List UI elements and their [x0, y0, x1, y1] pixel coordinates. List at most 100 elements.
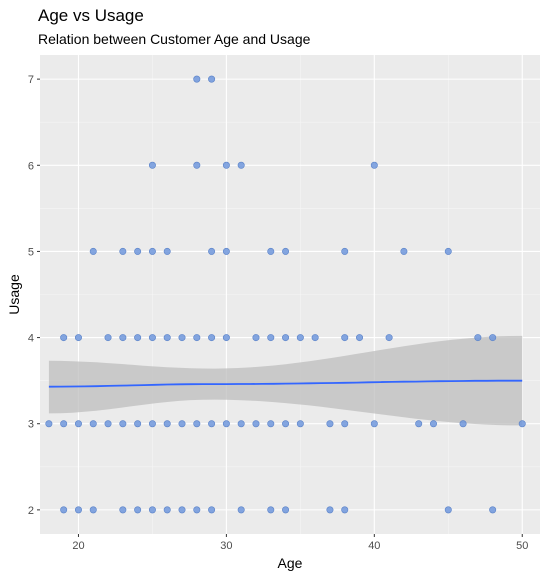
- data-point: [60, 420, 68, 428]
- y-tick-label: 3: [28, 419, 34, 431]
- data-point: [148, 506, 156, 514]
- data-point: [252, 420, 260, 428]
- data-point: [89, 247, 97, 255]
- data-point: [474, 334, 482, 342]
- data-point: [444, 247, 452, 255]
- data-point: [104, 420, 112, 428]
- data-point: [208, 75, 216, 83]
- data-point: [148, 247, 156, 255]
- data-point: [237, 506, 245, 514]
- data-point: [74, 420, 82, 428]
- data-point: [429, 420, 437, 428]
- data-point: [74, 506, 82, 514]
- chart-subtitle: Relation between Customer Age and Usage: [38, 31, 311, 47]
- data-point: [89, 420, 97, 428]
- data-point: [222, 247, 230, 255]
- data-point: [119, 506, 127, 514]
- data-point: [134, 247, 142, 255]
- data-point: [252, 334, 260, 342]
- x-tick-label: 30: [220, 540, 232, 552]
- data-point: [148, 161, 156, 169]
- x-tick-label: 50: [516, 540, 528, 552]
- trend-line: [48, 379, 523, 388]
- data-point: [74, 334, 82, 342]
- data-point: [193, 75, 201, 83]
- x-axis-label: Age: [278, 555, 303, 571]
- data-point: [341, 420, 349, 428]
- data-point: [178, 506, 186, 514]
- x-tick-label: 40: [368, 540, 380, 552]
- data-point: [385, 334, 393, 342]
- data-point: [296, 334, 304, 342]
- data-point: [341, 506, 349, 514]
- data-point: [178, 420, 186, 428]
- data-point: [400, 247, 408, 255]
- data-point: [163, 420, 171, 428]
- data-point: [148, 420, 156, 428]
- data-points: [45, 75, 526, 514]
- data-point: [104, 334, 112, 342]
- data-point: [45, 420, 53, 428]
- data-point: [193, 420, 201, 428]
- y-axis-label: Usage: [6, 274, 22, 315]
- data-point: [282, 506, 290, 514]
- data-point: [326, 506, 334, 514]
- data-point: [193, 334, 201, 342]
- data-point: [163, 506, 171, 514]
- data-point: [370, 420, 378, 428]
- x-tick-label: 20: [72, 540, 84, 552]
- y-tick-label: 6: [28, 160, 34, 172]
- data-point: [148, 334, 156, 342]
- data-point: [208, 420, 216, 428]
- data-point: [222, 420, 230, 428]
- data-point: [267, 247, 275, 255]
- data-point: [134, 506, 142, 514]
- confidence-band: [48, 335, 523, 426]
- data-point: [341, 334, 349, 342]
- y-tick-label: 4: [28, 333, 34, 345]
- data-point: [282, 334, 290, 342]
- data-point: [341, 247, 349, 255]
- data-point: [296, 420, 304, 428]
- data-point: [459, 420, 467, 428]
- data-point: [134, 334, 142, 342]
- data-point: [237, 420, 245, 428]
- data-point: [208, 334, 216, 342]
- data-point: [119, 420, 127, 428]
- data-point: [119, 247, 127, 255]
- data-point: [356, 334, 364, 342]
- y-tick-label: 5: [28, 246, 34, 258]
- data-point: [311, 334, 319, 342]
- data-point: [119, 334, 127, 342]
- y-axis: 2 3 4 5 6 7: [28, 74, 40, 517]
- data-point: [89, 506, 97, 514]
- data-point: [237, 161, 245, 169]
- data-point: [134, 420, 142, 428]
- data-point: [208, 506, 216, 514]
- data-point: [282, 420, 290, 428]
- data-point: [282, 247, 290, 255]
- data-point: [267, 334, 275, 342]
- x-axis: 20 30 40 50: [72, 534, 528, 552]
- data-point: [178, 334, 186, 342]
- data-point: [222, 334, 230, 342]
- data-point: [370, 161, 378, 169]
- data-point: [208, 247, 216, 255]
- data-point: [489, 334, 497, 342]
- data-point: [163, 334, 171, 342]
- data-point: [163, 247, 171, 255]
- data-point: [60, 506, 68, 514]
- data-point: [444, 506, 452, 514]
- data-point: [222, 161, 230, 169]
- data-point: [489, 506, 497, 514]
- data-point: [518, 420, 526, 428]
- y-tick-label: 2: [28, 505, 34, 517]
- data-point: [267, 420, 275, 428]
- chart-title: Age vs Usage: [38, 6, 144, 25]
- data-point: [60, 334, 68, 342]
- y-tick-label: 7: [28, 74, 34, 86]
- data-point: [193, 161, 201, 169]
- data-point: [415, 420, 423, 428]
- data-point: [267, 506, 275, 514]
